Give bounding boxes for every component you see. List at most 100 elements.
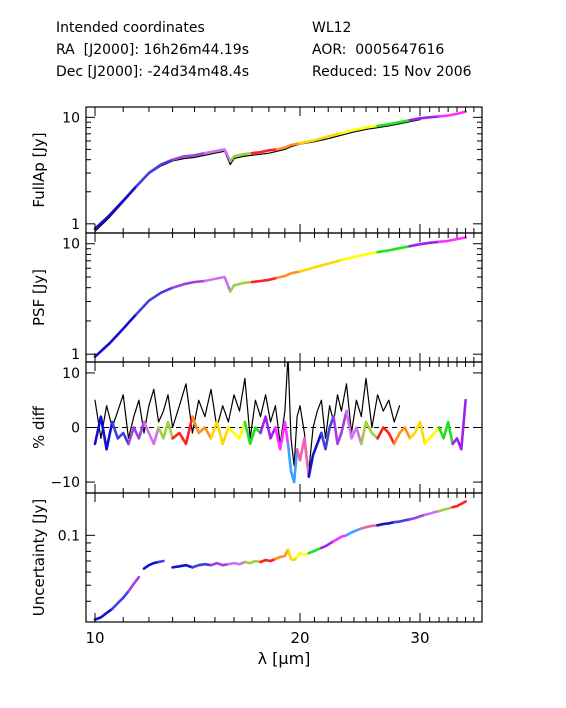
spectrum-segment	[229, 280, 254, 293]
uncertainty-2-segment	[451, 500, 467, 509]
uncertainty-2-segment	[359, 523, 379, 530]
header-right-line2: AOR: 0005647616	[312, 42, 445, 58]
uncertainty-2-segment	[437, 505, 454, 513]
spectrum-segment	[376, 118, 412, 128]
uncertainty-2-segment	[376, 520, 396, 527]
spectrum-segment	[437, 420, 454, 446]
x-tick-label: 20	[290, 629, 309, 647]
spectrum-segment	[423, 426, 441, 446]
spectrum-segment	[135, 286, 174, 316]
uncertainty-2-segment	[408, 513, 427, 521]
y-tick-label: 1	[71, 347, 80, 363]
uncertainty-2-segment	[286, 548, 299, 562]
uncertainty-2-segment	[345, 527, 363, 537]
spectrum-segment	[307, 431, 323, 478]
uncertainty-0-segment	[127, 575, 141, 593]
panel-diff: −10 0 10 % diff	[30, 361, 483, 494]
uncertainty-2-segment	[209, 561, 230, 567]
uncertainty-2-segment	[171, 563, 194, 569]
uncertainty-2-segment	[227, 560, 247, 566]
y-tick-label: 1	[71, 217, 80, 233]
uncertainty-2-segment	[243, 559, 262, 565]
spectrum-segment	[359, 420, 379, 446]
spectrum-segment	[451, 398, 467, 451]
spectrum-segment	[408, 420, 427, 446]
y-axis-label: PSF [Jy]	[30, 269, 48, 326]
spectrum-segment	[274, 420, 290, 451]
spectrum-segment	[93, 312, 138, 359]
spectrum-segment	[275, 142, 302, 151]
y-axis-label: % diff	[30, 405, 48, 449]
uncertainty-2-segment	[423, 509, 441, 517]
spectrum-segment	[437, 236, 467, 244]
header-left-line1: Intended coordinates	[56, 20, 205, 36]
uncertainty-2-segment	[332, 533, 348, 543]
y-axis-label: FullAp [Jy]	[30, 132, 48, 207]
spectrum-segment	[298, 131, 343, 145]
panel-data	[93, 236, 467, 359]
spectrum-segment	[275, 270, 302, 280]
spectrum-segment	[203, 148, 232, 163]
spectrum-segment	[142, 420, 160, 446]
x-tick-label: 10	[85, 629, 104, 647]
header-left-line3: Dec [J2000]: -24d34m48.4s	[56, 64, 250, 80]
header-left-line2: RA [J2000]: 16h26m44.19s	[56, 42, 249, 58]
spectrum-segment	[295, 437, 311, 478]
y-tick-label: 10	[62, 110, 80, 126]
spectrum-segment	[340, 250, 379, 262]
spectrum-segment	[320, 415, 335, 451]
panel-fullap: 1 10 FullAp [Jy]	[30, 106, 483, 234]
uncertainty-1-segment	[142, 560, 160, 570]
spectrum-segment	[171, 151, 207, 161]
spectrum-segment	[203, 275, 232, 293]
uncertainty-2-segment	[259, 557, 277, 564]
uncertainty-2-segment	[392, 517, 412, 524]
panel-psf: 1 10 PSF [Jy]	[30, 232, 483, 363]
spectrum-segment	[250, 148, 279, 155]
y-tick-label: 10	[62, 366, 80, 382]
spectrum-segment	[171, 279, 207, 290]
uncertainty-0-segment	[93, 607, 114, 621]
spectrum-segment	[191, 415, 213, 440]
panel-data	[93, 110, 467, 232]
spectrum-segment	[171, 415, 194, 446]
panel-uncertainty: 0.1 Uncertainty [Jy]	[30, 492, 483, 623]
spectrum-segment	[408, 115, 441, 122]
spectrum-segment	[259, 415, 277, 440]
header-right-line1: WL12	[312, 20, 352, 36]
y-tick-label: 0.1	[58, 528, 80, 544]
header-right-line3: Reduced: 15 Nov 2006	[312, 64, 472, 80]
spectrum-segment	[392, 426, 412, 446]
spectrum-segment	[127, 420, 146, 446]
comparison-spectrum-line	[94, 240, 449, 358]
spectrum-segment	[243, 420, 262, 446]
x-axis-label: λ [μm]	[258, 649, 311, 668]
uncertainty-2-segment	[307, 546, 323, 555]
uncertainty-1-segment	[157, 559, 165, 564]
spectrum-segment	[376, 426, 396, 446]
spectrum-segment	[340, 124, 379, 135]
spectrum-segment	[110, 420, 130, 446]
panel-frame	[85, 492, 483, 623]
panel-frame	[85, 106, 483, 234]
uncertainty-0-segment	[110, 589, 130, 611]
uncertainty-2-segment	[191, 562, 213, 569]
panel-frame	[85, 232, 483, 363]
spectrum-segment	[209, 420, 230, 446]
y-axis-label: Uncertainty [Jy]	[30, 499, 48, 616]
uncertainty-2-segment	[274, 548, 290, 561]
spectrum-segment	[286, 442, 299, 484]
spectrum-segment	[332, 409, 348, 446]
spectrum-segment	[408, 240, 441, 248]
spectrum-segment	[157, 420, 174, 440]
spectrum-segment	[93, 415, 114, 451]
comparison-spectrum-line	[94, 362, 401, 472]
uncertainty-2-segment	[320, 539, 335, 550]
spectrum-segment	[229, 151, 254, 163]
spectrum-segment	[437, 110, 467, 118]
spectrum-segment	[135, 158, 174, 188]
uncertainty-2-segment	[295, 551, 311, 559]
spectrum-segment	[250, 276, 279, 284]
spectrum-segment	[298, 258, 343, 273]
